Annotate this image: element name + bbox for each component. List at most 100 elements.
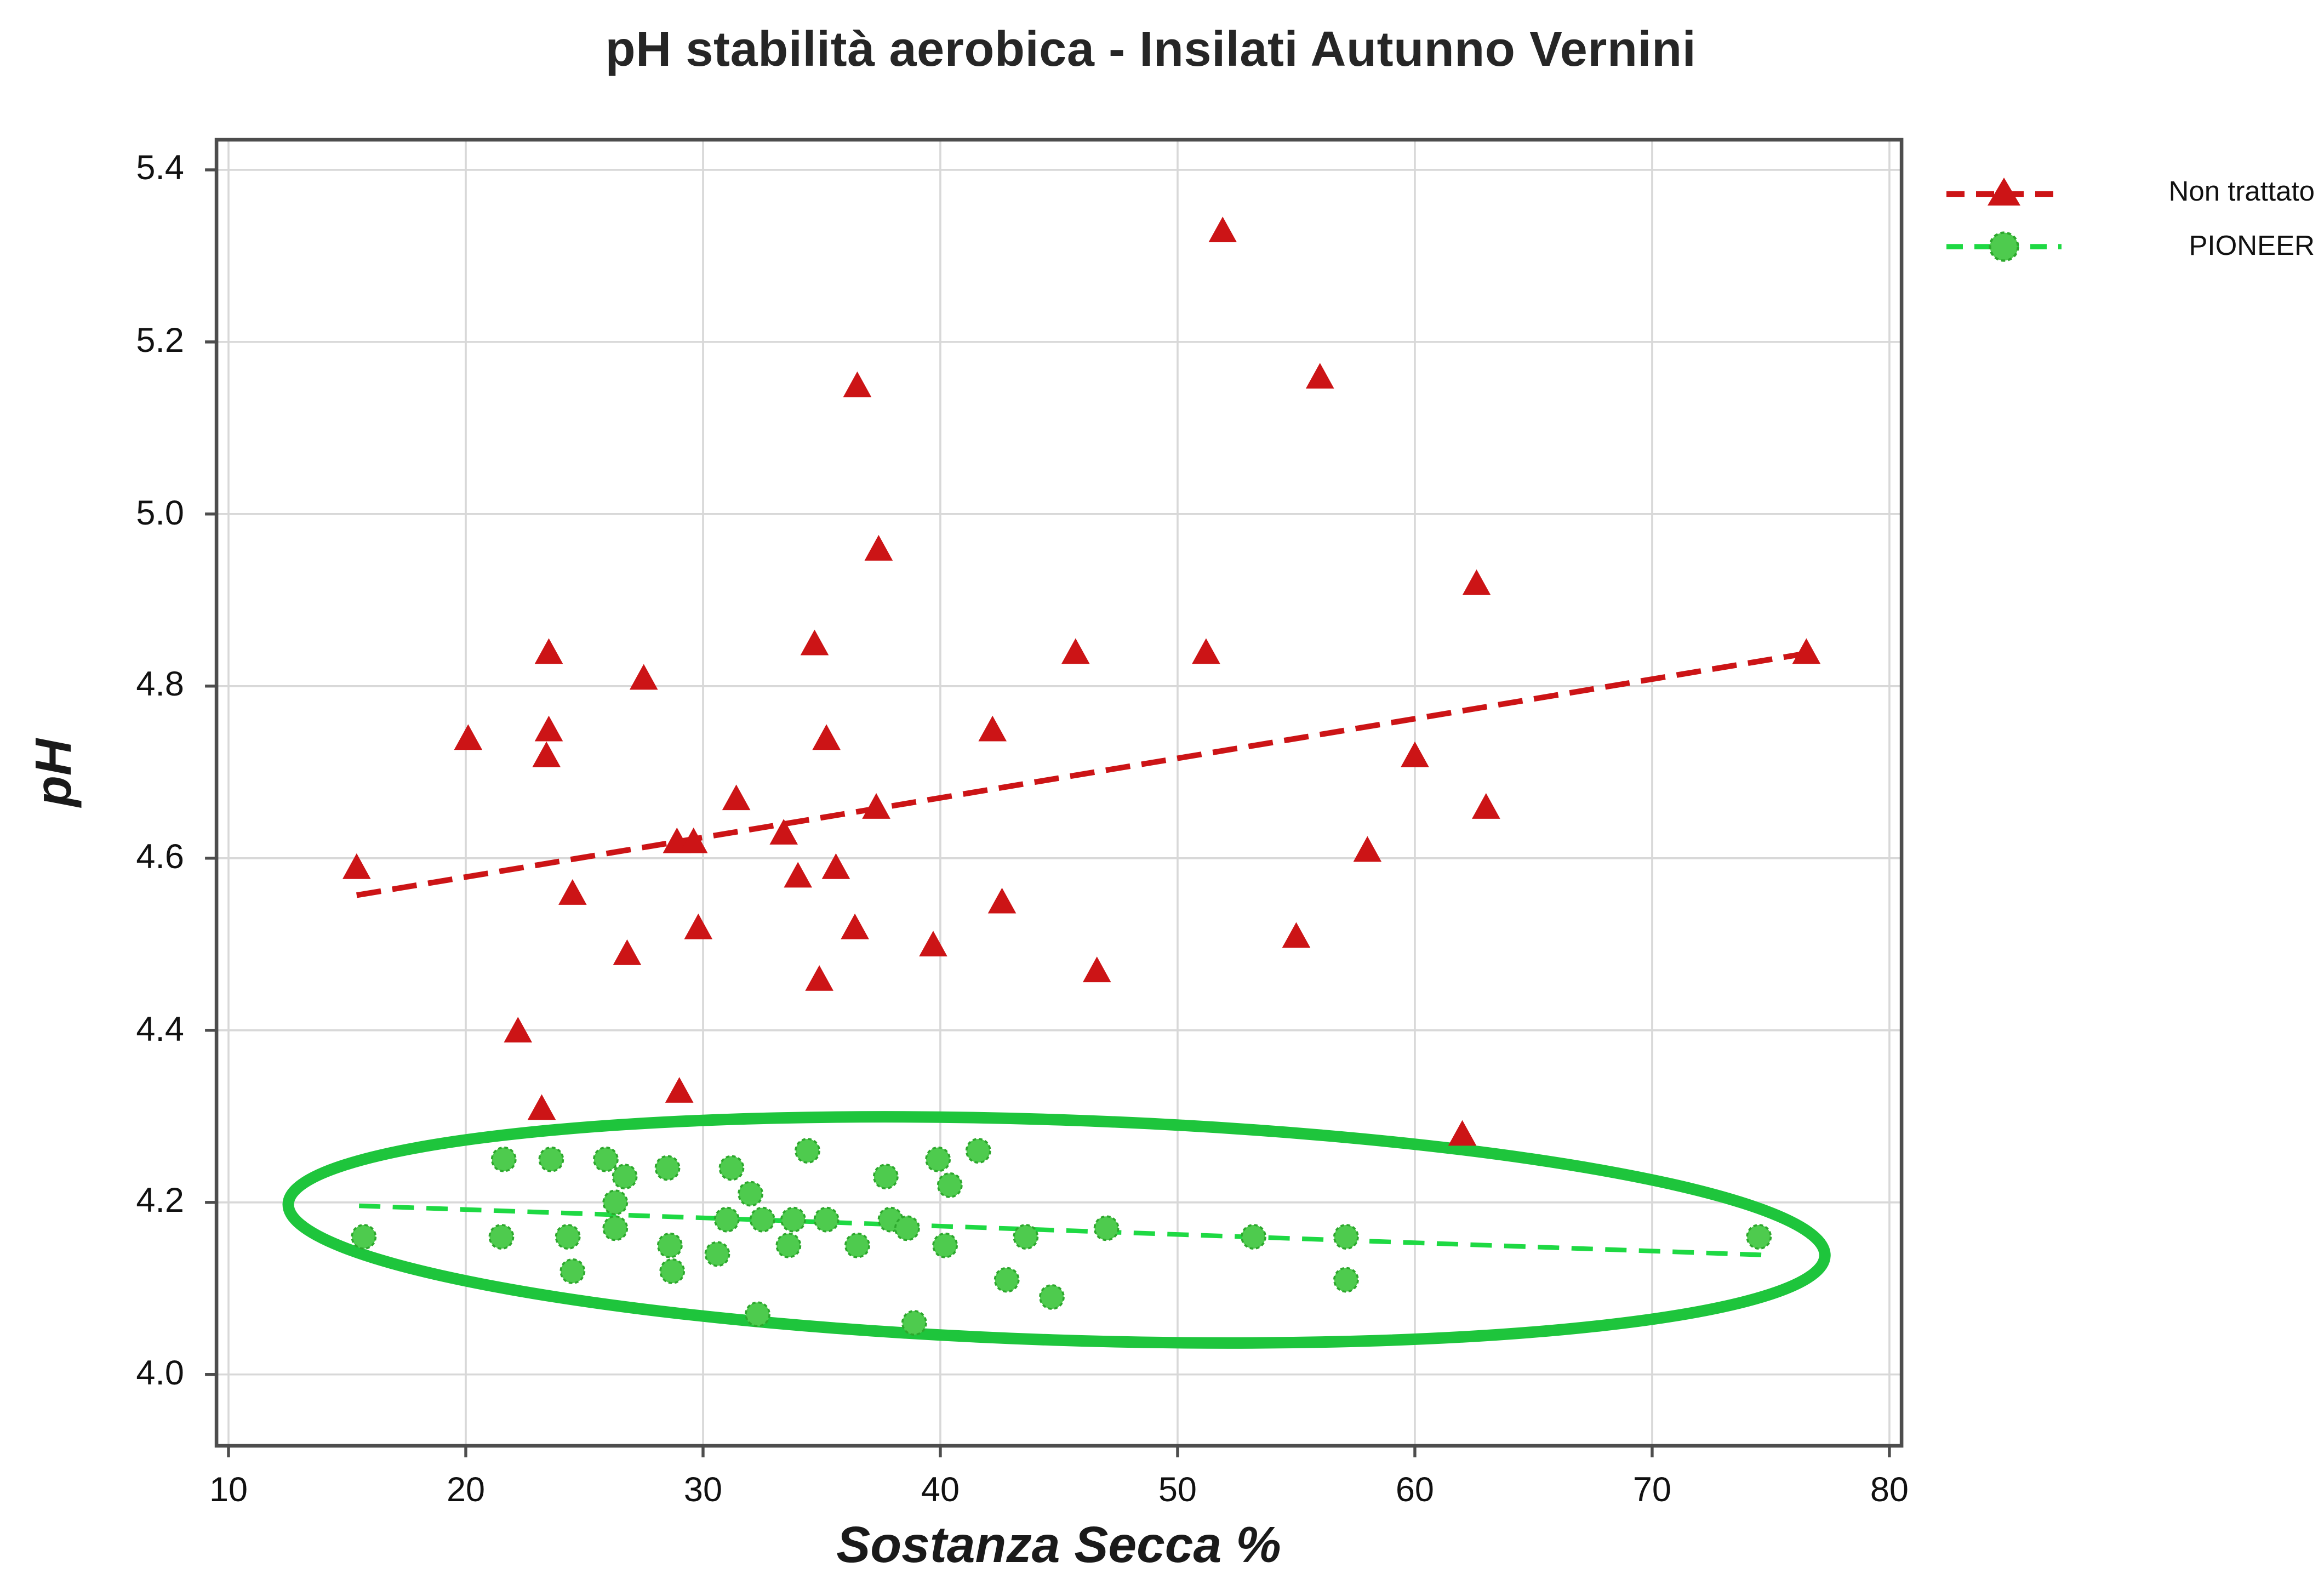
non-trattato-point bbox=[1448, 1120, 1477, 1146]
non-trattato-point bbox=[841, 913, 869, 939]
y-tick-label: 4.8 bbox=[136, 666, 184, 704]
trend-line-non-trattato bbox=[356, 651, 1807, 898]
x-tick-label: 40 bbox=[921, 1472, 960, 1509]
plot-frame bbox=[214, 138, 1904, 1448]
non-trattato-point bbox=[629, 664, 658, 690]
pioneer-point bbox=[1333, 1224, 1359, 1250]
pioneer-point bbox=[602, 1215, 629, 1241]
pioneer-point bbox=[937, 1172, 963, 1198]
non-trattato-point bbox=[978, 715, 1007, 742]
non-trattato-point bbox=[1462, 569, 1491, 595]
non-trattato-point bbox=[527, 1094, 556, 1120]
x-tick-label: 80 bbox=[1870, 1472, 1909, 1509]
pioneer-point bbox=[965, 1138, 991, 1164]
pioneer-point bbox=[1241, 1224, 1266, 1250]
y-tick-label: 5.0 bbox=[136, 494, 184, 532]
pioneer-point bbox=[718, 1155, 745, 1181]
non-trattato-point bbox=[1282, 922, 1311, 948]
non-trattato-point bbox=[1401, 741, 1429, 767]
non-trattato-point bbox=[784, 862, 812, 888]
x-tick-label: 30 bbox=[683, 1472, 723, 1509]
pioneer-point bbox=[745, 1301, 770, 1327]
non-trattato-point bbox=[1353, 836, 1382, 862]
y-axis-title: pH bbox=[25, 739, 82, 807]
pioneer-point bbox=[780, 1206, 806, 1233]
pioneer-point bbox=[612, 1164, 638, 1190]
non-trattato-point bbox=[919, 931, 947, 957]
non-trattato-point bbox=[1792, 638, 1821, 664]
pioneer-point bbox=[738, 1181, 763, 1207]
y-tick-label: 4.6 bbox=[136, 838, 184, 876]
legend-entry-pioneer: PIONEER bbox=[1945, 219, 2315, 273]
non-trattato-point bbox=[684, 913, 713, 939]
pioneer-point bbox=[901, 1310, 927, 1336]
pioneer-point bbox=[795, 1138, 820, 1164]
pioneer-point bbox=[704, 1241, 730, 1267]
non-trattato-point bbox=[864, 535, 893, 561]
pioneer-point bbox=[993, 1267, 1020, 1293]
legend: Non trattato PIONEER bbox=[1945, 164, 2315, 273]
pioneer-point bbox=[775, 1232, 802, 1258]
non-trattato-point bbox=[1061, 638, 1090, 664]
pioneer-point bbox=[1013, 1224, 1039, 1250]
pioneer-point bbox=[932, 1232, 958, 1258]
y-tick-label: 4.4 bbox=[136, 1010, 184, 1048]
legend-entry-non-trattato: Non trattato bbox=[1945, 164, 2315, 219]
pioneer-point bbox=[749, 1206, 775, 1233]
confidence-ellipse bbox=[282, 1111, 1831, 1349]
non-trattato-point bbox=[1208, 216, 1237, 242]
non-trattato-point bbox=[800, 629, 829, 656]
pioneer-point bbox=[925, 1146, 951, 1172]
pioneer-point bbox=[1333, 1267, 1359, 1293]
pioneer-point bbox=[1093, 1215, 1120, 1241]
chart-title: pH stabilità aerobica - Insilati Autunno… bbox=[605, 23, 1697, 77]
pioneer-point bbox=[559, 1258, 586, 1284]
pioneer-point bbox=[872, 1164, 899, 1190]
pioneer-point bbox=[351, 1224, 377, 1250]
x-tick-label: 10 bbox=[209, 1472, 248, 1509]
pioneer-point bbox=[1039, 1284, 1065, 1310]
x-tick-label: 60 bbox=[1395, 1472, 1434, 1509]
pioneer-point bbox=[659, 1258, 686, 1284]
pioneer-point bbox=[593, 1146, 619, 1172]
pioneer-point bbox=[538, 1146, 564, 1172]
pioneer-point bbox=[713, 1206, 740, 1233]
green-circle-dashed-line-icon bbox=[1946, 230, 2062, 261]
pioneer-point bbox=[488, 1224, 515, 1250]
non-trattato-point bbox=[843, 371, 872, 397]
x-tick-label: 70 bbox=[1632, 1472, 1671, 1509]
y-tick-label: 5.2 bbox=[136, 322, 184, 360]
non-trattato-point bbox=[722, 784, 751, 811]
red-triangle-dashed-line-icon bbox=[1946, 176, 2062, 205]
non-trattato-point bbox=[613, 939, 642, 965]
y-tick-label: 5.4 bbox=[136, 150, 184, 188]
non-trattato-point bbox=[987, 887, 1017, 914]
x-axis-title: Sostanza Secca % bbox=[836, 1516, 1281, 1574]
non-trattato-point bbox=[665, 1077, 694, 1103]
non-trattato-point bbox=[532, 741, 561, 767]
non-trattato-point bbox=[1192, 638, 1220, 664]
non-trattato-point bbox=[558, 879, 587, 905]
legend-label-non-trattato: Non trattato bbox=[2168, 175, 2315, 207]
non-trattato-point bbox=[342, 853, 371, 879]
y-tick-label: 4.2 bbox=[136, 1182, 184, 1221]
pioneer-point bbox=[602, 1189, 629, 1216]
non-trattato-point bbox=[862, 793, 890, 819]
x-tick-label: 20 bbox=[446, 1472, 486, 1509]
pioneer-point bbox=[654, 1155, 681, 1181]
non-trattato-point bbox=[821, 853, 850, 879]
y-tick-label: 4.0 bbox=[136, 1354, 184, 1393]
x-tick-label: 50 bbox=[1158, 1472, 1197, 1509]
non-trattato-point bbox=[1305, 363, 1334, 389]
non-trattato-point bbox=[812, 724, 841, 750]
pioneer-point bbox=[813, 1206, 840, 1233]
non-trattato-point bbox=[1082, 956, 1111, 983]
non-trattato-point bbox=[805, 965, 833, 991]
non-trattato-point bbox=[454, 724, 483, 750]
non-trattato-point bbox=[679, 827, 708, 853]
legend-label-pioneer: PIONEER bbox=[2189, 229, 2315, 261]
non-trattato-point bbox=[769, 819, 798, 845]
pioneer-point bbox=[490, 1146, 517, 1172]
